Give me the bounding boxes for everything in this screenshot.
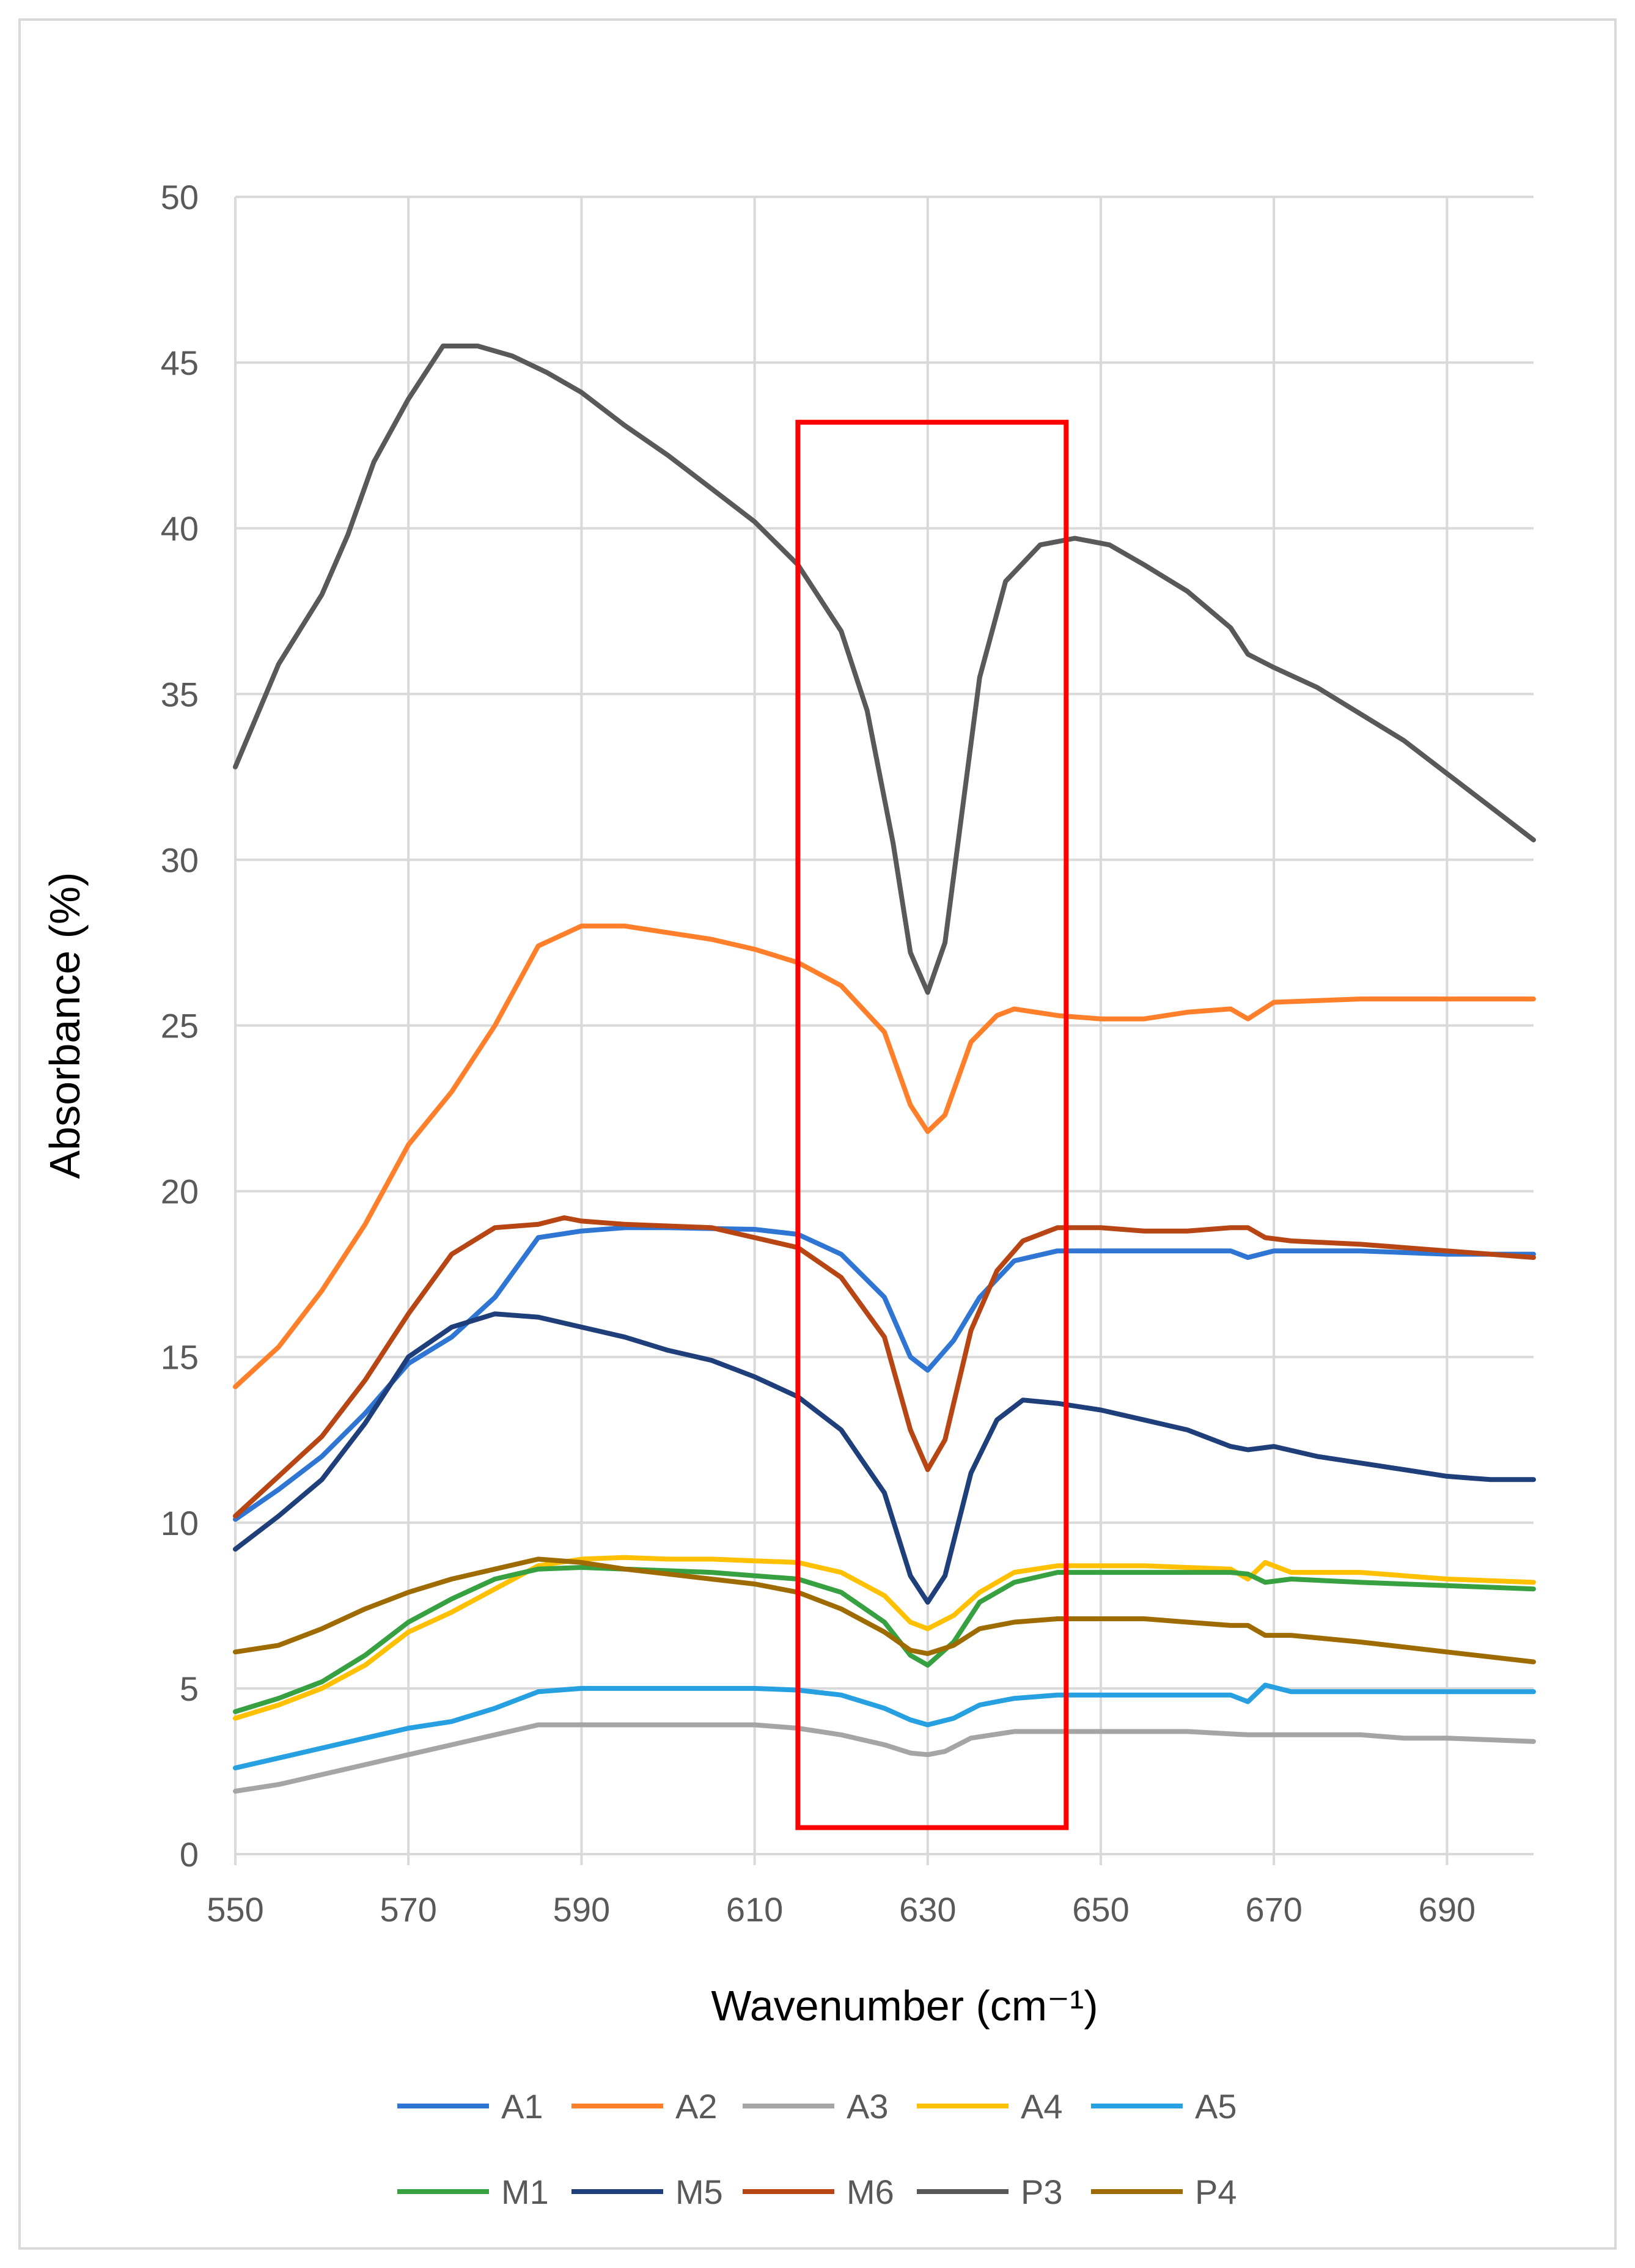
x-tick-label: 630 <box>899 1890 956 1929</box>
legend-label: A1 <box>501 2087 543 2126</box>
series-line-m6 <box>233 1215 1536 1519</box>
x-axis-title: Wavenumber (cm⁻¹) <box>711 1982 1098 2030</box>
series-line-a2 <box>233 923 1536 1390</box>
legend-label: M6 <box>847 2173 894 2211</box>
y-tick-label: 0 <box>180 1835 199 1874</box>
gridlines <box>234 196 1534 1854</box>
series-line-a1 <box>233 1225 1536 1522</box>
x-tick-label: 550 <box>207 1890 263 1929</box>
y-tick-label: 25 <box>161 1007 199 1045</box>
y-tick-label: 10 <box>161 1504 199 1542</box>
x-tick-label: 670 <box>1245 1890 1302 1929</box>
x-tick-label: 610 <box>726 1890 783 1929</box>
series-line-a5 <box>233 1682 1536 1770</box>
series-line-p4 <box>233 1556 1536 1665</box>
legend-label: P4 <box>1195 2173 1237 2211</box>
legend-item-p3: P3 <box>917 2173 1063 2211</box>
legend-item-a2: A2 <box>571 2087 718 2126</box>
y-tick-label: 45 <box>161 344 199 382</box>
x-tick-label: 570 <box>380 1890 436 1929</box>
legend-item-p4: P4 <box>1091 2173 1237 2211</box>
y-tick-label: 20 <box>161 1173 199 1211</box>
legend-label: A2 <box>675 2087 718 2126</box>
x-axis-ticks: 550 570 590 610 630 650 670 690 <box>207 1854 1475 1929</box>
legend-item-m5: M5 <box>571 2173 723 2211</box>
series-line-a3 <box>233 1722 1536 1794</box>
y-tick-label: 40 <box>161 509 199 548</box>
series-lines <box>233 344 1536 1794</box>
chart-frame <box>18 18 1617 2250</box>
legend-item-m6: M6 <box>743 2173 894 2211</box>
legend-label: A3 <box>847 2087 889 2126</box>
y-tick-label: 5 <box>180 1670 199 1708</box>
series-line-m5 <box>233 1311 1536 1605</box>
legend-item-a5: A5 <box>1091 2087 1237 2126</box>
legend-label: M1 <box>501 2173 549 2211</box>
legend: A1 A2 A3 A4 A5 M1 M5 M6 P3 P4 <box>397 2087 1237 2211</box>
legend-label: A4 <box>1021 2087 1063 2126</box>
legend-item-a1: A1 <box>397 2087 543 2126</box>
y-tick-label: 15 <box>161 1338 199 1377</box>
y-tick-label: 50 <box>161 178 199 216</box>
x-tick-label: 650 <box>1072 1890 1129 1929</box>
y-axis-ticks: 0 5 10 15 20 25 30 35 40 45 50 <box>161 178 199 1874</box>
highlight-box <box>795 419 1069 1830</box>
legend-item-a3: A3 <box>743 2087 889 2126</box>
x-tick-label: 590 <box>553 1890 610 1929</box>
x-tick-label: 690 <box>1419 1890 1475 1929</box>
legend-label: A5 <box>1195 2087 1237 2126</box>
series-line-m1 <box>233 1565 1536 1714</box>
y-tick-label: 30 <box>161 841 199 879</box>
legend-item-a4: A4 <box>917 2087 1063 2126</box>
y-axis-title: Absorbance (%) <box>41 872 89 1179</box>
legend-label: P3 <box>1021 2173 1063 2211</box>
legend-label: M5 <box>675 2173 723 2211</box>
series-line-p3 <box>233 344 1536 995</box>
y-tick-label: 35 <box>161 675 199 713</box>
legend-item-m1: M1 <box>397 2173 549 2211</box>
